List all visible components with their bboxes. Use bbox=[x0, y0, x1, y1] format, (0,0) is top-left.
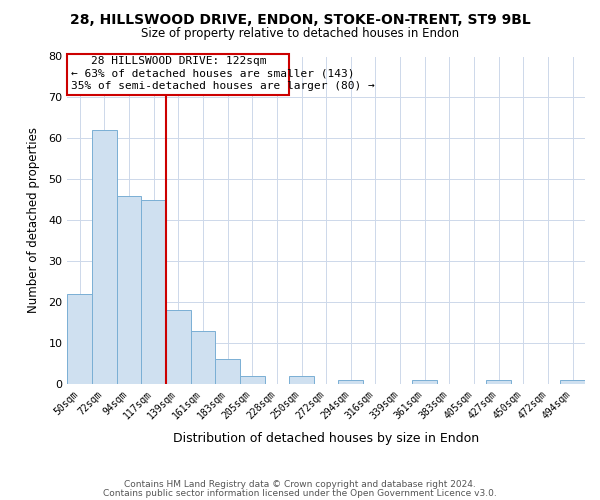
Bar bbox=[141, 200, 166, 384]
Bar bbox=[116, 196, 141, 384]
Text: 28 HILLSWOOD DRIVE: 122sqm: 28 HILLSWOOD DRIVE: 122sqm bbox=[91, 56, 266, 66]
FancyBboxPatch shape bbox=[67, 54, 289, 96]
Bar bbox=[560, 380, 585, 384]
Bar bbox=[215, 360, 240, 384]
Text: ← 63% of detached houses are smaller (143): ← 63% of detached houses are smaller (14… bbox=[71, 68, 355, 78]
Bar bbox=[67, 294, 92, 384]
Bar bbox=[240, 376, 265, 384]
Bar bbox=[166, 310, 191, 384]
Text: Contains public sector information licensed under the Open Government Licence v3: Contains public sector information licen… bbox=[103, 488, 497, 498]
Bar bbox=[487, 380, 511, 384]
X-axis label: Distribution of detached houses by size in Endon: Distribution of detached houses by size … bbox=[173, 432, 479, 445]
Bar bbox=[289, 376, 314, 384]
Bar bbox=[191, 331, 215, 384]
Text: 28, HILLSWOOD DRIVE, ENDON, STOKE-ON-TRENT, ST9 9BL: 28, HILLSWOOD DRIVE, ENDON, STOKE-ON-TRE… bbox=[70, 12, 530, 26]
Y-axis label: Number of detached properties: Number of detached properties bbox=[27, 128, 40, 314]
Text: 35% of semi-detached houses are larger (80) →: 35% of semi-detached houses are larger (… bbox=[71, 81, 375, 91]
Bar bbox=[92, 130, 116, 384]
Bar bbox=[412, 380, 437, 384]
Text: Size of property relative to detached houses in Endon: Size of property relative to detached ho… bbox=[141, 28, 459, 40]
Text: Contains HM Land Registry data © Crown copyright and database right 2024.: Contains HM Land Registry data © Crown c… bbox=[124, 480, 476, 489]
Bar bbox=[338, 380, 363, 384]
